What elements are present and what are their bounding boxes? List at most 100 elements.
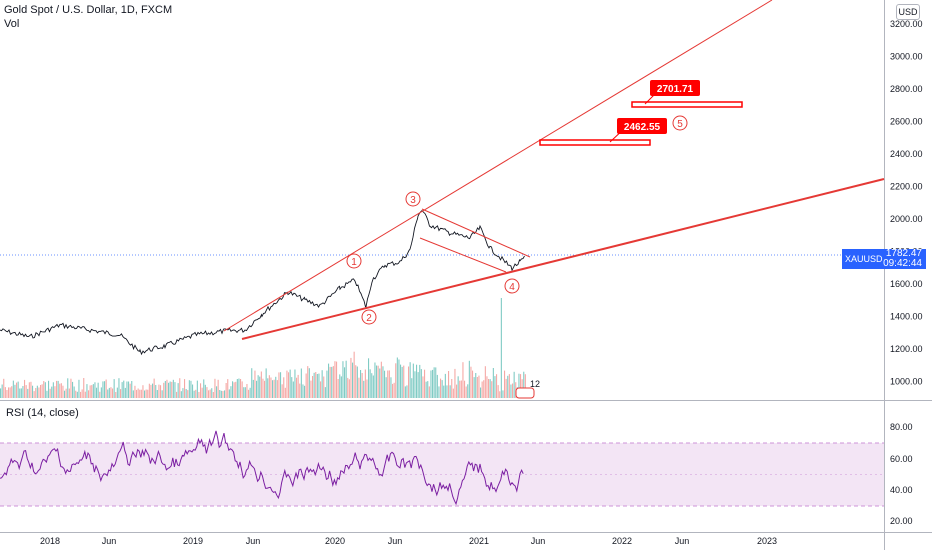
volume-bar <box>377 365 379 398</box>
volume-bar <box>52 382 54 398</box>
upper-channel-line[interactable] <box>223 0 773 332</box>
volume-bar <box>116 387 118 398</box>
svg-text:12: 12 <box>530 379 540 389</box>
volume-bar <box>150 384 152 398</box>
volume-bar <box>436 374 438 398</box>
volume-bar <box>212 392 214 398</box>
volume-bar <box>504 370 506 398</box>
wave-label-2[interactable]: 2 <box>361 309 377 325</box>
target-zone-2462[interactable] <box>539 139 651 146</box>
volume-bar <box>456 384 458 398</box>
volume-bar <box>68 388 70 398</box>
volume-bar <box>160 385 162 398</box>
price-series <box>0 209 525 356</box>
volume-bar <box>404 386 406 398</box>
volume-bar <box>227 379 229 398</box>
target-label-box-2462[interactable] <box>617 118 667 134</box>
svg-text:4: 4 <box>509 282 515 293</box>
volume-bar <box>172 379 174 398</box>
volume-bar <box>467 384 469 398</box>
volume-bar <box>392 383 394 398</box>
volume-bar <box>44 382 46 398</box>
volume-bar <box>304 385 306 398</box>
time-tick-label: Jun <box>675 536 690 546</box>
volume-bar <box>209 389 211 398</box>
svg-text:1: 1 <box>351 257 357 268</box>
volume-bar <box>384 370 386 398</box>
price-axis[interactable]: 3200.00 3000.00 2800.00 2600.00 2400.00 2200.… <box>890 19 923 387</box>
volume-bar <box>339 374 341 398</box>
volume-bar <box>196 380 198 398</box>
volume-bar <box>153 378 155 398</box>
volume-bar <box>280 372 282 398</box>
volume-bar <box>110 387 112 398</box>
volume-bar <box>489 379 491 398</box>
volume-bar <box>286 370 288 398</box>
time-tick-label: Jun <box>388 536 403 546</box>
price-tick-label: 3200.00 <box>890 19 923 29</box>
lower-support-line[interactable] <box>241 178 885 340</box>
volume-bar <box>140 389 142 398</box>
volume-bar <box>496 374 498 398</box>
volume-bar <box>432 369 434 398</box>
price-tick-label: 2600.00 <box>890 117 923 127</box>
volume-bar <box>480 387 482 398</box>
wave-label-4[interactable]: 4 <box>504 278 520 294</box>
flag-lower-line[interactable] <box>419 237 507 273</box>
currency-badge[interactable]: USD <box>896 4 920 20</box>
volume-bar <box>217 379 219 398</box>
volume-bar <box>446 385 448 398</box>
volume-bar <box>179 378 181 398</box>
volume-bar <box>414 371 416 398</box>
time-axis[interactable]: 2018 Jun 2019 Jun 2020 Jun 2021 Jun 2022 Jun 2023 <box>40 536 777 546</box>
volume-bar <box>372 375 374 398</box>
volume-bar <box>256 380 258 398</box>
volume-bar <box>46 390 48 398</box>
volume-bar <box>118 378 120 398</box>
volume-bar <box>380 361 382 398</box>
price-pane[interactable] <box>0 0 884 400</box>
volume-bar <box>396 357 398 398</box>
volume-bar <box>494 376 496 398</box>
volume-bar <box>206 387 208 398</box>
flag-upper-line[interactable] <box>421 208 531 258</box>
volume-bar <box>241 381 243 398</box>
volume-bar <box>180 391 182 398</box>
volume-bar <box>499 391 501 398</box>
volume-bar <box>350 357 352 398</box>
volume-bar <box>195 389 197 398</box>
rsi-axis[interactable]: 80.00 60.00 40.00 20.00 <box>890 422 913 526</box>
wave-label-5[interactable]: 5 <box>672 115 688 131</box>
price-tick-label: 1200.00 <box>890 344 923 354</box>
volume-bar <box>121 382 123 398</box>
volume-badge[interactable]: 12 <box>515 379 540 399</box>
volume-bar <box>457 376 459 398</box>
volume-bar <box>83 378 85 398</box>
volume-bar <box>385 377 387 398</box>
volume-bar <box>62 385 64 398</box>
volume-bar <box>292 381 294 398</box>
target-label-box-2701[interactable] <box>650 80 700 96</box>
volume-bar <box>459 380 461 398</box>
volume-bar <box>420 369 422 398</box>
volume-bar <box>88 390 90 398</box>
volume-bar <box>182 388 184 398</box>
volume-bar <box>156 390 158 398</box>
rsi-tick-label: 20.00 <box>890 516 913 526</box>
volume-bar <box>201 387 203 398</box>
volume-bar <box>291 377 293 398</box>
volume-bar <box>97 382 99 398</box>
volume-bar <box>524 374 526 398</box>
volume-bar <box>124 387 126 398</box>
volume-bar <box>299 383 301 398</box>
target-zone-2701[interactable] <box>631 101 743 108</box>
volume-bar <box>500 298 502 398</box>
volume-bar <box>219 390 221 398</box>
wave-label-3[interactable]: 3 <box>405 191 421 207</box>
volume-bar <box>388 370 390 398</box>
volume-bar <box>200 383 202 398</box>
wave-label-1[interactable]: 1 <box>346 253 362 269</box>
volume-bar <box>512 383 514 398</box>
